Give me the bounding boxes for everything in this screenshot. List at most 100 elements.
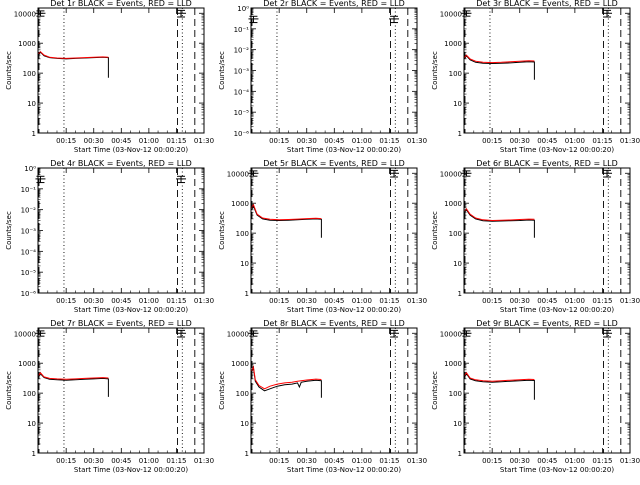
x-tick-label: 00:45 (537, 297, 557, 305)
y-tick-label: 10⁻⁵ (21, 269, 37, 277)
x-tick-label: 01:30 (194, 137, 214, 145)
y-tick-label: 1 (245, 290, 249, 298)
panel-title: Det 3r BLACK = Events, RED = LLD (476, 0, 618, 8)
x-tick-label: 01:30 (407, 137, 427, 145)
plot-frame (37, 167, 205, 294)
y-tick-label: 10000 (227, 330, 249, 338)
y-tick-label: 10⁻² (234, 47, 250, 55)
y-tick-label: 100 (449, 70, 462, 78)
y-axis-label: Counts/sec (5, 211, 13, 250)
x-tick-label: 01:00 (565, 137, 585, 145)
x-tick-label: 00:30 (510, 137, 530, 145)
x-axis-label: Start Time (03-Nov-12 00:00:20) (74, 306, 188, 314)
panel-det-2: Det 2r BLACK = Events, RED = LLD 10⁻⁶ 10⁻⁵… (218, 0, 427, 154)
x-tick-label: 00:15 (56, 457, 76, 465)
x-tick-label: 01:00 (352, 137, 372, 145)
x-tick-label: 01:00 (352, 297, 372, 305)
y-tick-label: 100 (449, 390, 462, 398)
x-tick-label: 00:45 (537, 457, 557, 465)
y-axis-label: Counts/sec (431, 51, 439, 90)
x-tick-label: 01:30 (194, 457, 214, 465)
plot-frame (250, 167, 418, 294)
y-tick-label: 1 (458, 130, 462, 138)
x-tick-label: 01:00 (139, 137, 159, 145)
y-axis-label: Counts/sec (218, 51, 226, 90)
x-tick-label: 01:15 (379, 297, 399, 305)
x-tick-label: 00:30 (510, 297, 530, 305)
panel-det-8: Det 8r BLACK = Events, RED = LLD 1 10 100 10… (218, 319, 427, 474)
y-tick-label: 100 (236, 230, 249, 238)
x-tick-label: 00:30 (84, 457, 104, 465)
x-tick-label: 01:00 (139, 297, 159, 305)
x-tick-label: 01:15 (592, 137, 612, 145)
x-tick-label: 00:30 (84, 137, 104, 145)
y-tick-label: 10⁻⁴ (234, 88, 250, 96)
y-tick-label: 10000 (14, 10, 36, 18)
y-tick-label: 10 (453, 260, 462, 268)
x-tick-label: 00:30 (510, 457, 530, 465)
plot-frame (463, 167, 631, 294)
y-tick-label: 1000 (444, 200, 462, 208)
error-bar-marker (176, 329, 187, 338)
x-tick-label: 00:15 (269, 297, 289, 305)
x-tick-label: 00:15 (482, 297, 502, 305)
y-tick-label: 10 (453, 420, 462, 428)
y-tick-label: 10⁻⁴ (21, 248, 37, 256)
x-tick-label: 00:15 (269, 137, 289, 145)
x-tick-label: 00:15 (482, 457, 502, 465)
panel-det-5: Det 5r BLACK = Events, RED = LLD 1 10 100 10… (218, 159, 427, 314)
y-tick-label: 10000 (440, 330, 462, 338)
panel-det-9: Det 9r BLACK = Events, RED = LLD 1 10 100 10… (431, 319, 640, 474)
y-tick-label: 10⁻³ (21, 228, 37, 236)
panel-title: Det 1r BLACK = Events, RED = LLD (50, 0, 192, 8)
y-axis-label: Counts/sec (431, 211, 439, 250)
events-series-line (251, 365, 322, 398)
plot-frame (37, 327, 205, 454)
plot-frame (463, 327, 631, 454)
events-series-line (464, 54, 535, 80)
error-bar-marker (389, 329, 400, 338)
panel-det-1: Det 1r BLACK = Events, RED = LLD 1 10 100 10… (5, 0, 214, 154)
y-tick-label: 10 (240, 420, 249, 428)
x-tick-label: 01:15 (166, 297, 186, 305)
x-tick-label: 00:30 (297, 137, 317, 145)
y-tick-label: 1000 (444, 40, 462, 48)
panel-title: Det 2r BLACK = Events, RED = LLD (263, 0, 405, 8)
x-tick-label: 00:15 (56, 297, 76, 305)
y-tick-label: 100 (236, 390, 249, 398)
y-tick-label: 10⁻³ (234, 68, 250, 76)
y-tick-label: 10000 (440, 170, 462, 178)
x-tick-label: 00:30 (297, 457, 317, 465)
x-tick-label: 01:00 (352, 457, 372, 465)
x-tick-label: 01:15 (166, 137, 186, 145)
y-tick-label: 10000 (14, 330, 36, 338)
x-tick-label: 00:15 (482, 137, 502, 145)
y-tick-label: 1000 (18, 40, 36, 48)
y-axis-label: Counts/sec (218, 371, 226, 410)
x-axis-label: Start Time (03-Nov-12 00:00:20) (287, 146, 401, 154)
panel-title: Det 6r BLACK = Events, RED = LLD (476, 159, 618, 168)
y-axis-label: Counts/sec (218, 211, 226, 250)
y-tick-label: 10 (27, 420, 36, 428)
lld-series-line (464, 371, 535, 382)
x-tick-label: 01:15 (379, 137, 399, 145)
y-tick-label: 1 (458, 290, 462, 298)
panel-det-7: Det 7r BLACK = Events, RED = LLD 1 10 100 10… (5, 319, 214, 474)
x-axis-label: Start Time (03-Nov-12 00:00:20) (500, 146, 614, 154)
x-tick-label: 01:30 (407, 457, 427, 465)
x-tick-label: 01:00 (139, 457, 159, 465)
y-tick-label: 10 (240, 260, 249, 268)
y-tick-label: 10 (27, 100, 36, 108)
x-tick-label: 00:45 (111, 457, 131, 465)
error-bar-marker (602, 329, 613, 338)
panel-det-6: Det 6r BLACK = Events, RED = LLD 1 10 100 10… (431, 159, 640, 314)
y-tick-label: 10⁰ (24, 165, 36, 173)
y-tick-label: 1000 (231, 360, 249, 368)
lld-series-line (464, 54, 535, 64)
x-axis-label: Start Time (03-Nov-12 00:00:20) (500, 306, 614, 314)
error-bar-marker (389, 15, 400, 24)
error-bar-marker (602, 9, 613, 18)
y-tick-label: 1000 (18, 360, 36, 368)
